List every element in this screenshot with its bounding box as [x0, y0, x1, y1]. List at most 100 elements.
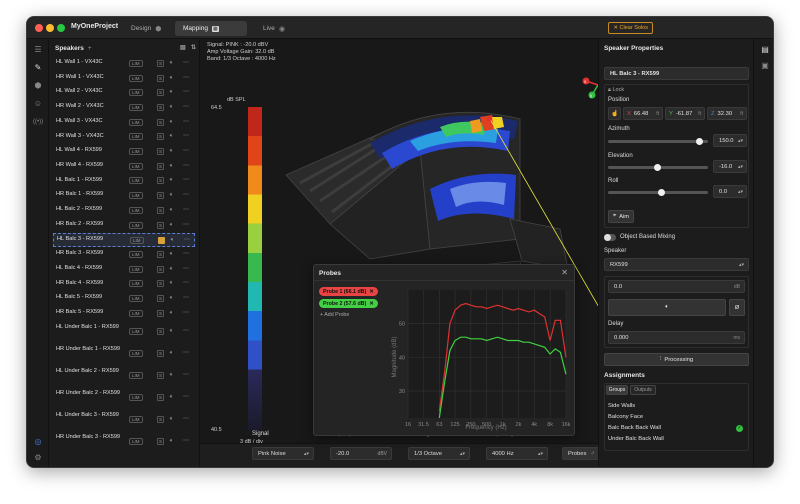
- more-options-icon[interactable]: ⋯: [183, 438, 189, 445]
- limiter-button[interactable]: LIM: [129, 148, 143, 156]
- elevation-slider[interactable]: [608, 164, 708, 171]
- speaker-row[interactable]: HL Under Balc 2 - RX599 LIM S 🔈︎ ⋯: [53, 366, 195, 387]
- limiter-button[interactable]: LIM: [129, 438, 143, 446]
- solo-button[interactable]: S: [157, 148, 164, 156]
- solo-button[interactable]: S: [157, 250, 164, 258]
- limiter-button[interactable]: LIM: [129, 394, 143, 402]
- close-icon[interactable]: ✕: [561, 268, 568, 277]
- more-options-icon[interactable]: ⋯: [183, 280, 189, 287]
- close-window-button[interactable]: [35, 24, 43, 32]
- speaker-row[interactable]: HR Wall 4 - RX599 LIM S 🔈︎ ⋯: [53, 160, 195, 174]
- azimuth-field[interactable]: 150.0 ▴▾: [713, 134, 747, 147]
- tab-design[interactable]: Design ⬢: [123, 21, 169, 36]
- solo-button[interactable]: S: [157, 59, 164, 67]
- mute-speaker-icon[interactable]: 🔈︎: [170, 237, 175, 244]
- mute-speaker-icon[interactable]: 🔈︎: [169, 416, 174, 423]
- speaker-row[interactable]: HR Wall 3 - VX43C LIM S 🔈︎ ⋯: [53, 131, 195, 145]
- speaker-row[interactable]: HL Under Balc 3 - RX599 LIM S 🔈︎ ⋯: [53, 410, 195, 431]
- speaker-name-field[interactable]: HL Balc 3 - RX599: [604, 67, 749, 80]
- pick-position-button[interactable]: ☝: [608, 107, 621, 120]
- group-item[interactable]: Balc Back Back Wall ✓: [608, 425, 745, 432]
- group-item[interactable]: Under Balc Back Wall: [608, 436, 745, 442]
- solo-button[interactable]: S: [157, 280, 164, 288]
- limiter-button[interactable]: LIM: [129, 89, 143, 97]
- limiter-button[interactable]: LIM: [129, 192, 143, 200]
- more-options-icon[interactable]: ⋯: [183, 103, 189, 110]
- frequency-select[interactable]: 4000 Hz ▴▾: [486, 447, 548, 460]
- mute-speaker-icon[interactable]: 🔈︎: [169, 103, 174, 110]
- solo-button[interactable]: S: [157, 438, 164, 446]
- mute-speaker-icon[interactable]: 🔈︎: [169, 74, 174, 81]
- group-item[interactable]: Side Walls: [608, 403, 745, 409]
- roll-slider[interactable]: [608, 189, 708, 196]
- gear-icon[interactable]: ⚙: [34, 453, 42, 462]
- speaker-row[interactable]: HR Balc 5 - RX599 LIM S 🔈︎ ⋯: [53, 307, 195, 321]
- object-mixing-toggle[interactable]: [604, 234, 616, 241]
- speaker-row[interactable]: HR Balc 1 - RX599 LIM S 🔈︎ ⋯: [53, 189, 195, 203]
- more-options-icon[interactable]: ⋯: [183, 350, 189, 357]
- mute-speaker-icon[interactable]: 🔈︎: [169, 221, 174, 228]
- document-icon[interactable]: ▤: [180, 45, 186, 51]
- stack-icon[interactable]: ▣: [761, 61, 769, 70]
- solo-button[interactable]: S: [157, 177, 164, 185]
- mute-speaker-icon[interactable]: 🔈︎: [169, 438, 174, 445]
- mute-speaker-icon[interactable]: 🔈︎: [169, 328, 174, 335]
- limiter-button[interactable]: LIM: [129, 328, 143, 336]
- more-options-icon[interactable]: ⋯: [183, 206, 189, 213]
- limiter-button[interactable]: LIM: [129, 280, 143, 288]
- document-icon[interactable]: ▤: [761, 45, 769, 54]
- mute-speaker-icon[interactable]: 🔈︎: [169, 89, 174, 96]
- tab-groups[interactable]: Groups: [606, 385, 628, 395]
- speaker-row[interactable]: HL Balc 2 - RX599 LIM S 🔈︎ ⋯: [53, 204, 195, 218]
- solo-button[interactable]: S: [157, 372, 164, 380]
- solo-button[interactable]: S: [158, 237, 165, 245]
- solo-button[interactable]: S: [157, 192, 164, 200]
- solo-button[interactable]: S: [157, 416, 164, 424]
- limiter-button[interactable]: LIM: [129, 350, 143, 358]
- speaker-row[interactable]: HL Balc 5 - RX599 LIM S 🔈︎ ⋯: [53, 292, 195, 306]
- gain-field[interactable]: 0.0 dB: [608, 280, 745, 293]
- roll-field[interactable]: 0.0 ▴▾: [713, 185, 747, 198]
- polarity-button[interactable]: Ø: [729, 299, 745, 316]
- more-options-icon[interactable]: ⋯: [183, 221, 189, 228]
- y-position-field[interactable]: Y -61.87 ft: [665, 107, 705, 120]
- limiter-button[interactable]: LIM: [130, 237, 144, 245]
- delay-field[interactable]: 0.000 ms: [608, 331, 745, 344]
- solo-button[interactable]: S: [157, 89, 164, 97]
- processing-button[interactable]: ⫶ Processing: [604, 353, 749, 366]
- speaker-row[interactable]: HL Wall 1 - VX43C LIM S 🔈︎ ⋯: [53, 57, 195, 71]
- zoom-window-button[interactable]: [57, 24, 65, 32]
- speaker-row[interactable]: HR Under Balc 1 - RX599 LIM S 🔈︎ ⋯: [53, 344, 195, 365]
- more-options-icon[interactable]: ⋯: [183, 250, 189, 257]
- solo-button[interactable]: S: [157, 133, 164, 141]
- limiter-button[interactable]: LIM: [129, 133, 143, 141]
- limiter-button[interactable]: LIM: [129, 416, 143, 424]
- amp-input-field[interactable]: -20.0 dBV: [330, 447, 392, 460]
- solo-button[interactable]: S: [157, 103, 164, 111]
- more-options-icon[interactable]: ⋯: [183, 372, 189, 379]
- more-options-icon[interactable]: ⋯: [183, 416, 189, 423]
- remove-probe-icon[interactable]: ✕: [369, 288, 374, 295]
- banding-select[interactable]: 1/3 Octave ▴▾: [408, 447, 470, 460]
- limiter-button[interactable]: LIM: [129, 59, 143, 67]
- speaker-row[interactable]: HL Balc 1 - RX599 LIM S 🔈︎ ⋯: [53, 175, 195, 189]
- mute-speaker-icon[interactable]: 🔈︎: [169, 192, 174, 199]
- probe-1-chip[interactable]: Probe 1 (66.1 dB) ✕: [319, 287, 378, 296]
- azimuth-slider[interactable]: [608, 138, 708, 145]
- mute-speaker-icon[interactable]: 🔈︎: [169, 118, 174, 125]
- solo-button[interactable]: S: [157, 118, 164, 126]
- more-options-icon[interactable]: ⋯: [183, 295, 189, 302]
- tab-live[interactable]: Live ◉: [255, 21, 293, 36]
- speaker-row[interactable]: HR Wall 1 - VX43C LIM S 🔈︎ ⋯: [53, 72, 195, 86]
- more-options-icon[interactable]: ⋯: [183, 309, 189, 316]
- mute-speaker-icon[interactable]: 🔈︎: [169, 162, 174, 169]
- signal-select[interactable]: Pink Noise ▴▾: [252, 447, 314, 460]
- solo-button[interactable]: S: [157, 74, 164, 82]
- z-position-field[interactable]: Z 32.30 ft: [707, 107, 747, 120]
- more-options-icon[interactable]: ⋯: [184, 237, 190, 244]
- clear-solos-button[interactable]: ✕ Clear Solos: [608, 22, 653, 34]
- limiter-button[interactable]: LIM: [129, 265, 143, 273]
- solo-button[interactable]: S: [157, 394, 164, 402]
- limiter-button[interactable]: LIM: [129, 309, 143, 317]
- group-item[interactable]: Balcony Face: [608, 414, 745, 420]
